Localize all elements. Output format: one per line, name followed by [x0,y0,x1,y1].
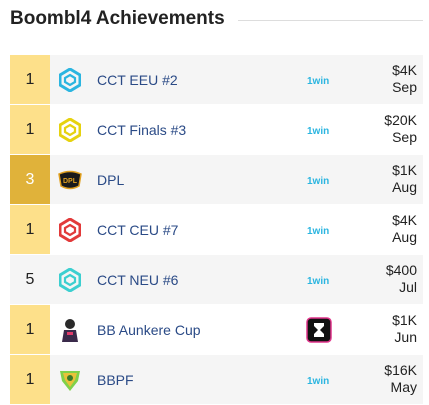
event-link[interactable]: BB Aunkere Cup [97,321,201,338]
prize-amount: $1K [392,312,417,328]
event-link[interactable]: BBPF [97,371,134,388]
prize-amount: $400 [385,262,417,278]
list-item[interactable]: 5 CCT NEU #6 1win $400 Jul [10,255,423,305]
list-item[interactable]: 1 CCT Finals #3 1win $20K Sep [10,105,423,155]
dpl-icon: DPL [57,167,83,193]
placement-badge: 5 [25,270,35,288]
cct-icon [57,217,83,243]
bbpf-icon [57,367,83,393]
cct-icon [57,67,83,93]
list-item[interactable]: 1 CCT CEU #7 1win $4K Aug [10,205,423,255]
placement-badge: 1 [10,355,50,404]
event-month: Aug [392,229,417,245]
bb-icon[interactable] [306,317,332,343]
event-month: Jul [399,279,417,295]
event-link[interactable]: CCT EEU #2 [97,71,178,88]
1win-icon[interactable]: 1win [306,67,332,93]
header-divider [238,20,423,21]
1win-icon[interactable]: 1win [306,117,332,143]
cct-icon [57,267,83,293]
1win-icon[interactable]: 1win [306,167,332,193]
svg-text:1win: 1win [307,226,329,236]
prize-info: $4K Aug [392,212,417,246]
event-month: Aug [392,179,417,195]
section-header: Boombl4 Achievements [0,0,429,40]
1win-icon[interactable]: 1win [306,267,332,293]
event-month: May [390,379,417,395]
placement-badge: 1 [10,305,50,354]
event-month: Sep [392,79,417,95]
cct-icon [57,117,83,143]
event-link[interactable]: CCT CEU #7 [97,221,179,238]
prize-amount: $16K [384,362,417,378]
list-item[interactable]: 1 BBPF 1win $16K May [10,355,423,405]
1win-icon[interactable]: 1win [306,217,332,243]
1win-icon[interactable]: 1win [306,367,332,393]
event-month: Sep [392,129,417,145]
prize-info: $4K Sep [392,62,417,96]
placement-badge: 3 [10,155,50,204]
svg-text:1win: 1win [307,376,329,386]
prize-info: $1K Aug [392,162,417,196]
prize-amount: $1K [392,162,417,178]
svg-text:DPL: DPL [63,178,78,185]
svg-text:1win: 1win [307,276,329,286]
placement-badge: 1 [10,55,50,104]
list-item[interactable]: 1 CCT EEU #2 1win $4K Sep [10,55,423,105]
prize-info: $1K Jun [392,312,417,346]
list-item[interactable]: 3 DPL DPL 1win $1K Aug [10,155,423,205]
svg-text:1win: 1win [307,176,329,186]
page-title: Boombl4 Achievements [10,8,225,29]
prize-info: $20K Sep [384,112,417,146]
svg-text:1win: 1win [307,126,329,136]
prize-info: $16K May [384,362,417,396]
event-link[interactable]: CCT Finals #3 [97,121,187,138]
list-item[interactable]: 1 BB Aunkere Cup $1K Jun [10,305,423,355]
event-link[interactable]: DPL [97,171,125,188]
prize-amount: $20K [384,112,417,128]
event-link[interactable]: CCT NEU #6 [97,271,179,288]
achievements-list: 1 CCT EEU #2 1win $4K Sep 1 CCT Finals #… [10,55,423,405]
event-month: Jun [394,329,417,345]
prize-amount: $4K [392,62,417,78]
aunkere-icon [57,317,83,343]
placement-badge: 1 [10,205,50,254]
prize-amount: $4K [392,212,417,228]
svg-text:1win: 1win [307,76,329,86]
placement-badge: 1 [10,105,50,154]
prize-info: $400 Jul [386,262,417,296]
